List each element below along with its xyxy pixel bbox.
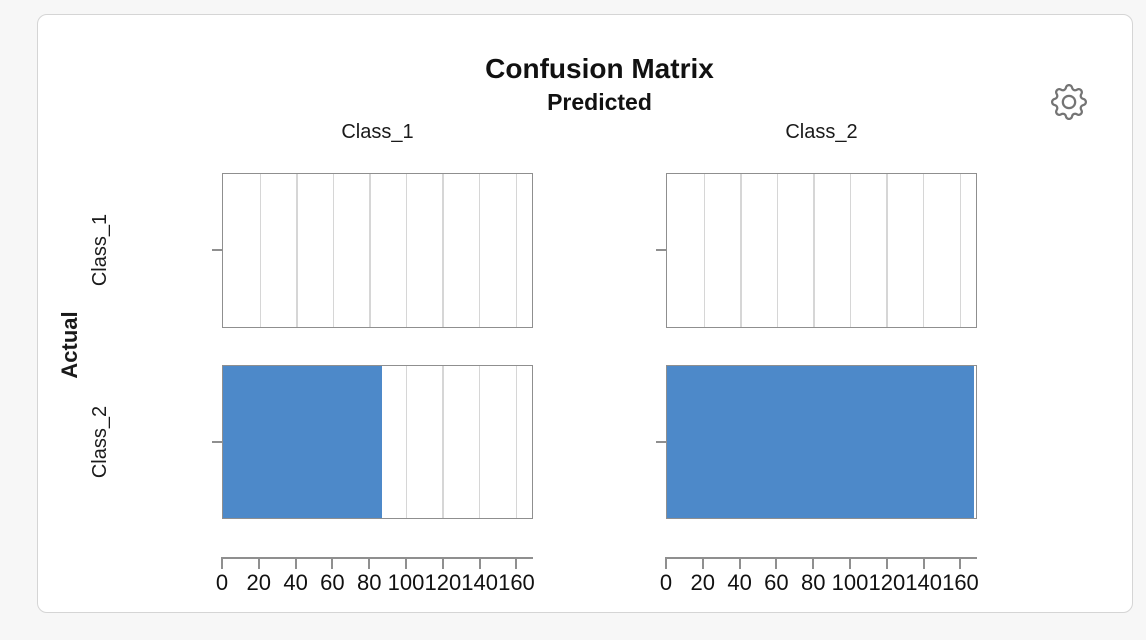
gridline bbox=[296, 174, 298, 327]
gridline bbox=[405, 366, 408, 518]
gridline bbox=[259, 174, 262, 327]
bar-actual2-pred1 bbox=[223, 366, 383, 518]
gridline bbox=[405, 174, 408, 327]
gridline bbox=[922, 174, 925, 327]
x-axis-tick-label: 160 bbox=[498, 570, 535, 595]
panel-actual1-pred2 bbox=[666, 173, 977, 328]
y-axis-tick bbox=[212, 441, 222, 443]
gridline bbox=[442, 366, 444, 518]
y-axis-tick bbox=[656, 249, 666, 251]
bar-actual2-pred2 bbox=[667, 366, 975, 518]
x-axis-tick-label: 140 bbox=[905, 570, 942, 595]
actual-axis-label: Actual bbox=[57, 311, 82, 379]
x-axis-tick bbox=[257, 557, 260, 569]
settings-gear-button[interactable] bbox=[1051, 83, 1089, 121]
x-axis-tick bbox=[294, 557, 297, 569]
x-axis-tick bbox=[665, 557, 667, 569]
row-label-class-1: Class_1 bbox=[89, 213, 111, 287]
gridline bbox=[959, 174, 962, 327]
x-axis-tick bbox=[738, 557, 741, 569]
gridline bbox=[813, 174, 815, 327]
x-axis-tick-label: 20 bbox=[246, 570, 272, 595]
gridline bbox=[442, 174, 444, 327]
x-axis-tick-label: 0 bbox=[659, 570, 673, 595]
panel-actual1-pred1 bbox=[222, 173, 533, 328]
predicted-axis-label: Predicted bbox=[547, 89, 652, 115]
gridline bbox=[369, 174, 371, 327]
gridline bbox=[740, 174, 742, 327]
gridline bbox=[478, 366, 481, 518]
panel-actual2-pred1 bbox=[222, 365, 533, 519]
x-axis-tick-label: 160 bbox=[942, 570, 979, 595]
x-axis-tick bbox=[405, 557, 408, 569]
x-axis-tick-label: 80 bbox=[356, 570, 382, 595]
x-axis-tick-label: 100 bbox=[387, 570, 425, 595]
gridline bbox=[776, 174, 779, 327]
gear-icon bbox=[1051, 84, 1087, 120]
x-axis-tick bbox=[515, 557, 518, 569]
x-axis-tick-label: 80 bbox=[800, 570, 826, 595]
x-axis-tick-label: 20 bbox=[690, 570, 716, 595]
gridline bbox=[478, 174, 481, 327]
x-axis-tick bbox=[849, 557, 852, 569]
gridline bbox=[515, 174, 518, 327]
y-axis-tick bbox=[212, 249, 222, 251]
x-axis-tick-label: 120 bbox=[424, 570, 462, 595]
gridline bbox=[515, 366, 518, 518]
x-axis-tick-label: 40 bbox=[727, 570, 752, 595]
x-axis-line bbox=[222, 557, 533, 559]
x-axis-tick-label: 40 bbox=[283, 570, 308, 595]
x-axis-tick bbox=[441, 557, 444, 569]
row-label-class-2: Class_2 bbox=[89, 405, 111, 479]
y-axis-tick bbox=[656, 441, 666, 443]
x-axis-tick bbox=[331, 557, 334, 569]
gridline bbox=[849, 174, 852, 327]
column-header-class-2: Class_2 bbox=[785, 121, 858, 143]
gridline bbox=[886, 174, 888, 327]
gridline bbox=[332, 174, 335, 327]
column-header-class-1: Class_1 bbox=[341, 121, 414, 143]
x-axis-tick-label: 60 bbox=[320, 570, 345, 595]
x-axis-tick bbox=[812, 557, 815, 569]
x-axis-tick-label: 0 bbox=[215, 570, 229, 595]
x-axis-tick bbox=[368, 557, 371, 569]
x-axis-tick bbox=[959, 557, 962, 569]
x-axis-tick-label: 60 bbox=[764, 570, 789, 595]
x-axis-tick-label: 140 bbox=[461, 570, 498, 595]
x-axis-tick bbox=[922, 557, 925, 569]
x-axis-tick bbox=[701, 557, 704, 569]
x-axis-tick-label: 100 bbox=[831, 570, 869, 595]
x-axis-line bbox=[666, 557, 977, 559]
x-axis-tick bbox=[478, 557, 481, 569]
x-axis-tick bbox=[221, 557, 223, 569]
x-axis-tick bbox=[885, 557, 888, 569]
x-axis-tick-label: 120 bbox=[868, 570, 906, 595]
gridline bbox=[703, 174, 706, 327]
x-axis-right: 0 20 40 60 80 100 120 140 160 bbox=[660, 557, 979, 597]
x-axis-tick bbox=[775, 557, 778, 569]
panel-actual2-pred2 bbox=[666, 365, 977, 519]
x-axis-left: 0 20 40 60 80 100 120 140 160 bbox=[216, 557, 535, 597]
chart-title: Confusion Matrix bbox=[485, 53, 714, 84]
